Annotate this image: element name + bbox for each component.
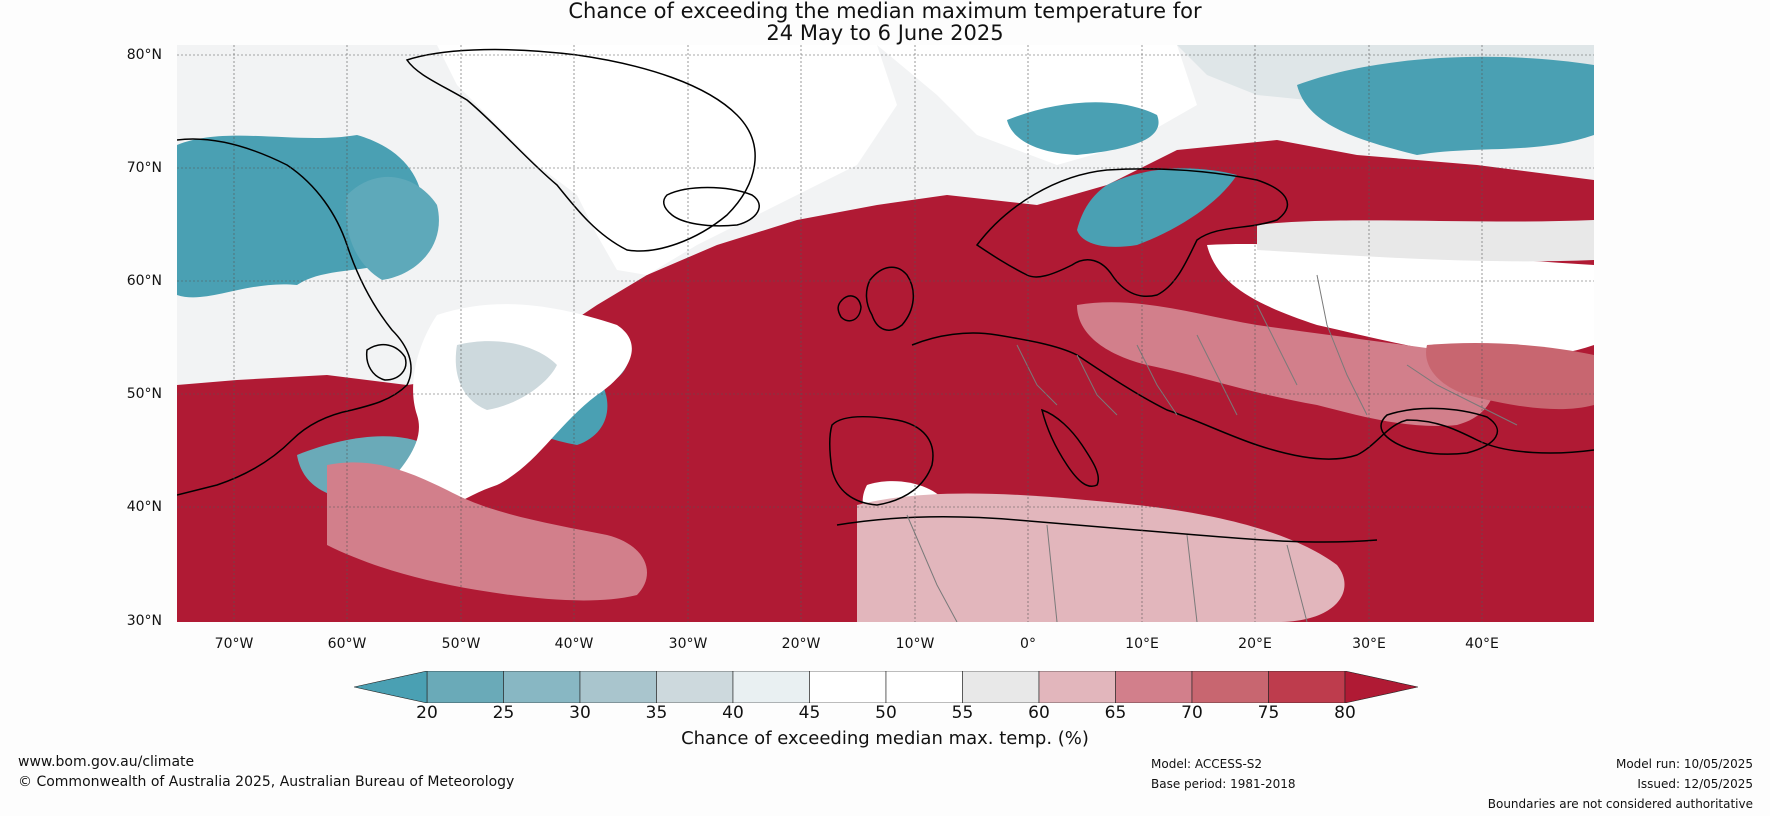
teal-scandinavia [1077,168,1237,247]
pink-central-europe [1077,302,1495,426]
graticule [177,45,1594,622]
probability-map [177,45,1594,622]
lat-label-70n: 70°N [126,160,162,176]
lon-label-70w: 70°W [214,636,254,652]
colorbar-tick-label: 50 [875,703,897,723]
colorbar-segment [426,671,504,703]
white-north-atlantic [364,304,632,538]
iceland-coast [662,186,760,227]
colorbar-segment [1038,671,1116,703]
map-panel [177,45,1594,622]
north-america-coast [177,138,412,496]
colorbar-segment [1191,671,1269,703]
colorbar-segment [885,671,963,703]
colorbar-segment [503,671,581,703]
grey-russia [1257,220,1594,262]
colorbar-tick-label: 35 [645,703,668,723]
lightblue-north-atlantic [455,341,557,410]
black-sea-coast [1380,407,1499,455]
teal-svalbard-sea [1007,102,1159,155]
iberia-coast [829,415,934,506]
colorbar-tick-label: 75 [1257,703,1280,723]
colorbar-tick-label: 60 [1028,703,1050,723]
footer-issued: Issued: 12/05/2025 [1637,777,1753,791]
greenland-white [437,45,897,275]
lon-label-30w: 30°W [668,636,708,652]
lon-label-20e: 20°E [1238,636,1272,652]
colorbar-segment [656,671,734,703]
teal-barents [1297,56,1594,155]
footer-disclaimer: Boundaries are not considered authoritat… [1487,797,1753,811]
lon-label-10e: 10°E [1125,636,1159,652]
country-borders [906,274,1518,622]
salmon-russia-south [1426,343,1594,410]
lat-label-50n: 50°N [126,386,162,402]
footer-model-run: Model run: 10/05/2025 [1615,757,1753,771]
lon-label-0: 0° [1020,636,1036,652]
colorbar-tick-label: 40 [722,703,744,723]
colorbar-segment [1115,671,1193,703]
lon-label-60w: 60°W [327,636,367,652]
scandinavia-coast [975,168,1289,297]
lon-label-50w: 50°W [441,636,481,652]
colorbar-high-extension [1344,671,1418,703]
lon-label-30e: 30°E [1352,636,1386,652]
colorbar-tick-label: 55 [951,703,974,723]
pink-atlantic-west [327,462,647,601]
north-africa-coast [836,515,1378,543]
italy-coast [1040,408,1099,487]
map-subtitle: 24 May to 6 June 2025 [766,21,1004,45]
footer-base-period: Base period: 1981-2018 [1151,777,1296,791]
coastlines [177,48,1594,543]
europe-coast [911,332,1594,460]
colorbar-low-extension [354,671,428,703]
colorbar-segment [1268,671,1346,703]
colorbar-tick-label: 20 [416,703,438,723]
colorbar [354,671,1418,703]
colorbar-tick-label: 30 [569,703,591,723]
colorbar-label: Chance of exceeding median max. temp. (%… [681,728,1089,749]
colorbar-segment [579,671,657,703]
lat-label-40n: 40°N [126,499,162,515]
newfoundland-coast [365,343,407,381]
colorbar-segment [732,671,810,703]
colorbar-tick-label: 80 [1334,703,1356,723]
colorbar-tick-label: 25 [492,703,515,723]
pink-north-africa [857,493,1345,622]
colorbar-segment [809,671,887,703]
footer-url: www.bom.gov.au/climate [18,754,195,770]
lon-label-10w: 10°W [895,636,935,652]
teal-baffin [346,176,439,280]
footer-model: Model: ACCESS-S2 [1151,757,1263,771]
colorbar-segment [962,671,1040,703]
white-russia [1207,244,1594,358]
colorbar-tick-label: 70 [1181,703,1203,723]
lon-label-40w: 40°W [554,636,594,652]
lat-label-60n: 60°N [126,273,162,289]
colorbar-tick-label: 45 [798,703,821,723]
lat-label-80n: 80°N [126,47,162,63]
lat-label-30n: 30°N [126,613,162,629]
lon-label-20w: 20°W [781,636,821,652]
lon-label-40e: 40°E [1465,636,1499,652]
colorbar-tick-label: 65 [1104,703,1127,723]
british-isles-coast [837,266,914,331]
footer-copyright: © Commonwealth of Australia 2025, Austra… [18,774,515,790]
map-title: Chance of exceeding the median maximum t… [568,0,1202,23]
